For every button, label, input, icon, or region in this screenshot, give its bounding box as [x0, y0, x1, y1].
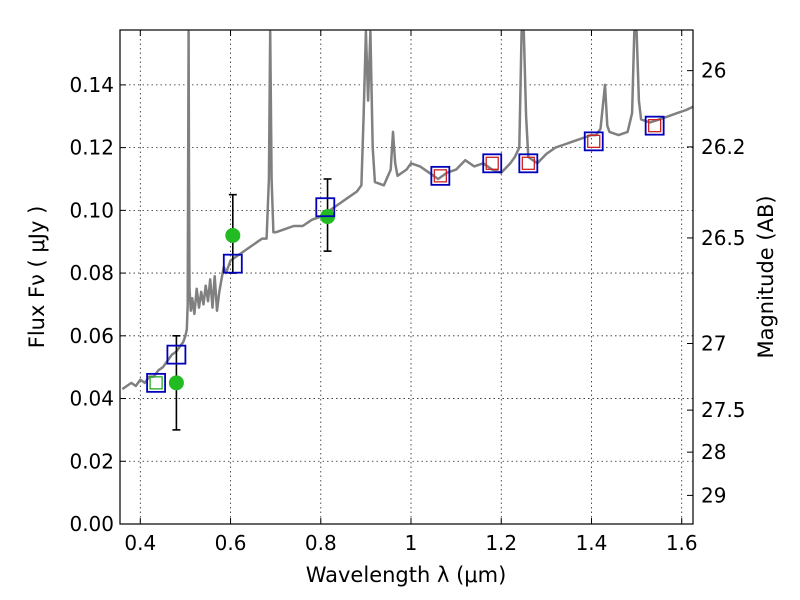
y-tick-label: 0.08	[69, 261, 114, 285]
model-square	[518, 153, 539, 174]
x-axis-label: Wavelength λ (μm)	[306, 563, 507, 587]
right-tick-label: 26.5	[701, 226, 746, 250]
right-tick-label: 27	[701, 332, 726, 356]
model-square	[482, 153, 503, 174]
model-photometry	[146, 115, 665, 393]
y-tick-label: 0.06	[69, 324, 114, 348]
right-tick-label: 27.5	[701, 398, 746, 422]
right-tick-label: 26.2	[701, 135, 746, 159]
model-square	[166, 344, 187, 365]
y-axis-ticks: 0.00 0.02 0.04 0.06 0.08 0.10 0.12 0.14	[69, 73, 126, 536]
right-tick-label: 26	[701, 59, 726, 83]
y-tick-label: 0.04	[69, 387, 114, 411]
y-tick-label: 0.02	[69, 449, 114, 473]
y-tick-label: 0.00	[69, 512, 114, 536]
right-axis-label: Magnitude (AB)	[754, 195, 778, 358]
model-square	[315, 197, 336, 218]
model-square	[583, 131, 604, 152]
model-square-inner	[433, 169, 447, 183]
x-tick-label: 1.2	[485, 531, 517, 555]
model-square	[644, 115, 665, 136]
model-square-inner	[521, 156, 535, 170]
model-square-inner	[149, 376, 163, 390]
right-tick-label: 29	[701, 483, 726, 507]
x-tick-label: 0.6	[215, 531, 247, 555]
model-square-inner	[647, 119, 662, 133]
model-square-inner	[587, 134, 601, 148]
y-axis-label: Flux Fν ( μJy )	[25, 206, 49, 349]
y-tick-label: 0.10	[69, 198, 114, 222]
y-tick-label: 0.12	[69, 136, 114, 160]
right-tick-label: 28	[701, 440, 726, 464]
model-square	[146, 372, 166, 393]
x-axis-ticks: 0.4 0.6 0.8 1 1.2 1.4 1.6	[124, 30, 698, 555]
x-tick-label: 0.4	[124, 531, 156, 555]
observed-point	[225, 227, 241, 243]
model-square	[430, 165, 451, 186]
plot-frame	[119, 29, 694, 525]
model-square	[222, 253, 243, 274]
right-axis-ticks: 26 26.2 26.5 27 27.5 28 29	[687, 59, 746, 507]
x-tick-label: 1.4	[576, 531, 608, 555]
x-tick-label: 1.6	[666, 531, 698, 555]
x-tick-label: 1	[405, 531, 418, 555]
y-tick-label: 0.14	[69, 73, 114, 97]
model-square-inner	[485, 156, 499, 170]
x-tick-label: 0.8	[305, 531, 337, 555]
observed-point	[168, 375, 184, 391]
